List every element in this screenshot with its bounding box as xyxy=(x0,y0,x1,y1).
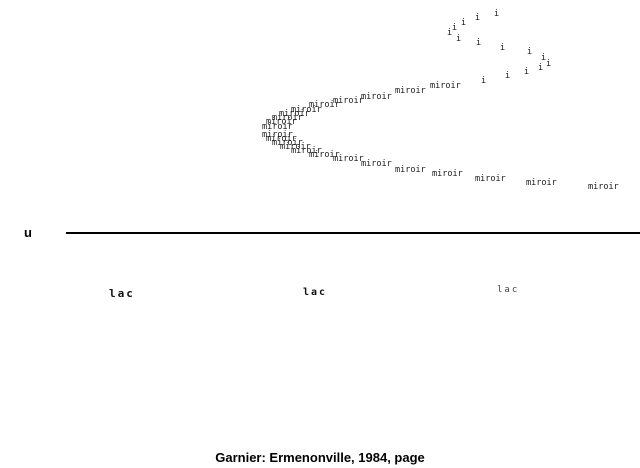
i-glyph: i xyxy=(527,47,533,57)
miroir-word: miroir xyxy=(280,142,311,152)
i-glyph: i xyxy=(541,53,547,63)
i-glyph: i xyxy=(505,71,511,81)
miroir-word: miroir xyxy=(432,169,463,179)
miroir-word: miroir xyxy=(333,96,364,106)
miroir-word: miroir xyxy=(266,134,297,144)
horizontal-rule xyxy=(66,232,640,234)
miroir-word: miroir xyxy=(395,165,426,175)
miroir-word: miroir xyxy=(291,105,322,115)
letter-u: u xyxy=(24,225,32,240)
i-glyph: i xyxy=(524,67,530,77)
miroir-word: miroir xyxy=(361,159,392,169)
i-glyph: i xyxy=(475,13,481,23)
lac-word-center: lac xyxy=(303,287,328,298)
i-glyph: i xyxy=(447,28,453,38)
miroir-word: miroir xyxy=(395,86,426,96)
lac-word-right: lac xyxy=(497,285,520,295)
i-glyph: i xyxy=(494,9,500,19)
i-glyph: i xyxy=(456,34,462,44)
i-glyph: i xyxy=(476,38,482,48)
miroir-word: miroir xyxy=(526,178,557,188)
miroir-word: miroir xyxy=(588,182,619,192)
miroir-word: miroir xyxy=(430,81,461,91)
miroir-word: miroir xyxy=(309,150,340,160)
miroir-word: miroir xyxy=(333,154,364,164)
miroir-word: miroir xyxy=(272,138,303,148)
miroir-word: miroir xyxy=(279,109,310,119)
page-caption: Garnier: Ermenonville, 1984, page xyxy=(215,450,425,465)
i-glyph: i xyxy=(500,43,506,53)
miroir-word: miroir xyxy=(291,146,322,156)
i-glyph: i xyxy=(546,59,552,69)
miroir-word: miroir xyxy=(262,130,293,140)
miroir-word: miroir xyxy=(266,117,297,127)
i-glyph: i xyxy=(452,23,458,33)
lac-word-left: lac xyxy=(109,287,135,300)
miroir-word: miroir xyxy=(361,92,392,102)
miroir-word: miroir xyxy=(309,100,340,110)
miroir-word: miroir xyxy=(272,113,303,123)
i-glyph: i xyxy=(538,63,544,73)
miroir-word: miroir xyxy=(475,174,506,184)
i-glyph: i xyxy=(461,18,467,28)
i-glyph: i xyxy=(481,76,487,86)
miroir-word: miroir xyxy=(262,122,293,132)
